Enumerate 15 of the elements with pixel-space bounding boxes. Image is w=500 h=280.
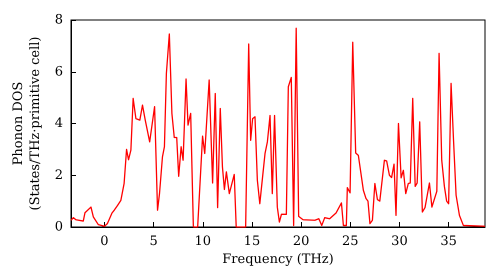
y-tick-label: 6 (54, 64, 63, 80)
x-tick-label: 35 (440, 234, 457, 249)
x-tick-label: 20 (292, 234, 310, 249)
x-tick-label: 10 (194, 234, 212, 249)
y-tick-label: 8 (54, 12, 63, 28)
y-tick-label: 2 (54, 168, 63, 183)
x-tick-label: 30 (391, 234, 408, 249)
x-tick-label: 15 (244, 234, 260, 249)
x-tick-label: 25 (342, 234, 359, 249)
x-tick-label: 5 (149, 234, 158, 249)
y-tick-label: 4 (54, 116, 63, 131)
y-tick-label: 0 (54, 220, 63, 234)
x-tick-label: 0 (100, 234, 109, 249)
y-axis-title: Phonon DOS (States/THz·primitive cell) (10, 36, 43, 211)
x-axis-title: Frequency (THz) (222, 252, 334, 267)
